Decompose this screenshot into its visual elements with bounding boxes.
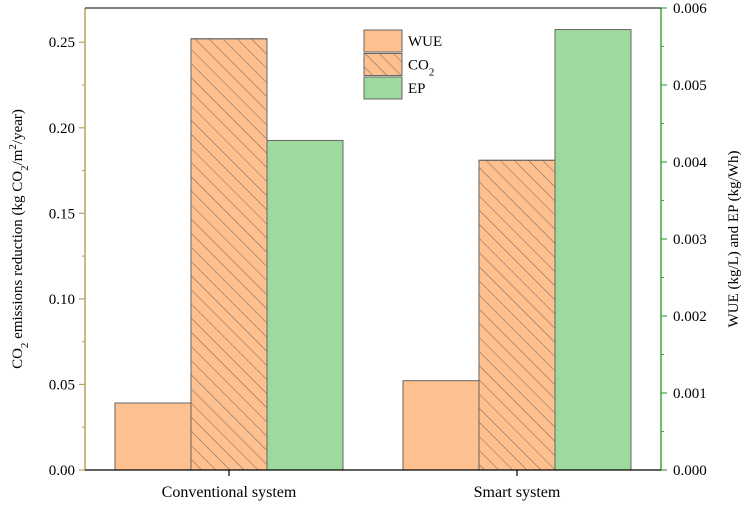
legend-swatch-hatch — [363, 53, 403, 76]
right-y-axis-title: WUE (kg/L) and EP (kg/Wh) — [726, 151, 742, 328]
right-tick-label: 0.004 — [673, 155, 707, 171]
right-tick-label: 0.000 — [673, 463, 707, 479]
bars-group — [114, 29, 632, 471]
x-category-labels: Conventional system Smart system — [162, 470, 561, 501]
left-tick-label: 0.20 — [49, 121, 75, 137]
left-y-ticks: 0.00 0.05 0.10 0.15 0.20 0.25 — [49, 35, 85, 479]
legend-label-wue: WUE — [408, 34, 442, 50]
legend-label-ep: EP — [408, 81, 426, 97]
right-tick-label: 0.005 — [673, 78, 707, 94]
x-category-label: Conventional system — [162, 484, 297, 501]
x-category-label: Smart system — [474, 484, 561, 501]
left-y-axis-title: CO2 emissions reduction (kg CO2/m2/year) — [7, 109, 31, 369]
right-y-ticks: 0.000 0.001 0.002 0.003 0.004 0.005 0.006 — [661, 1, 707, 479]
bar-wue-smart — [402, 380, 480, 471]
right-tick-label: 0.002 — [673, 309, 707, 325]
legend-label-co2: CO2 — [408, 58, 434, 79]
bar-wue-conventional — [114, 402, 192, 471]
legend: WUE CO2 EP — [362, 28, 448, 103]
right-tick-label: 0.003 — [673, 232, 707, 248]
right-tick-label: 0.001 — [673, 386, 707, 402]
left-tick-label: 0.15 — [49, 206, 75, 222]
left-tick-label: 0.10 — [49, 292, 75, 308]
bar-ep-smart — [554, 29, 632, 471]
bar-hatch-overlay — [478, 159, 556, 471]
right-tick-label: 0.006 — [673, 1, 707, 17]
bar-ep-conventional — [266, 139, 344, 471]
legend-swatch-ep — [363, 76, 403, 100]
left-tick-label: 0.00 — [49, 463, 75, 479]
bar-hatch-overlay — [190, 38, 268, 471]
legend-swatch-wue — [363, 29, 403, 53]
left-tick-label: 0.25 — [49, 35, 75, 51]
left-tick-label: 0.05 — [49, 377, 75, 393]
